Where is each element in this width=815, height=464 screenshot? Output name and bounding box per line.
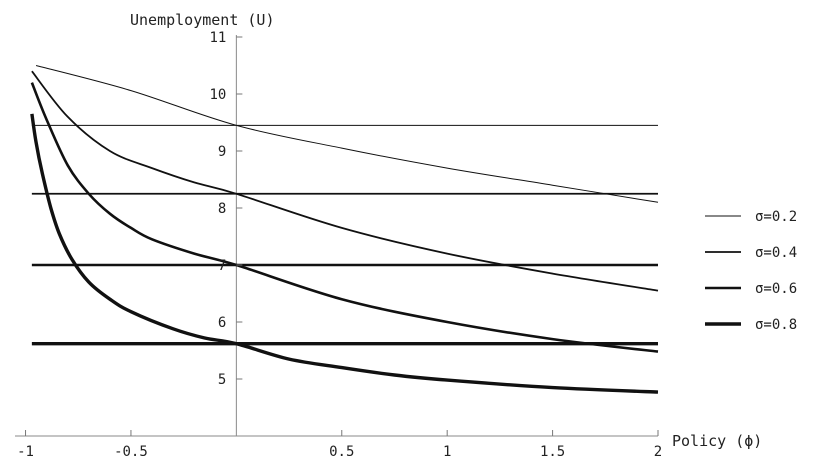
x-axis-title: Policy (ϕ)	[672, 432, 762, 450]
x-tick-label: -0.5	[114, 444, 148, 460]
level-lines	[31, 124, 658, 346]
x-tick-label: 1	[443, 444, 451, 460]
y-tick-label: 6	[218, 315, 226, 331]
y-tick-label: 9	[218, 144, 226, 160]
series-curve-3	[30, 82, 659, 353]
legend-label-1: σ=0.2	[755, 209, 797, 225]
axes	[15, 35, 658, 437]
y-tick-label: 8	[218, 201, 226, 217]
y-axis-title: Unemployment (U)	[130, 11, 275, 29]
series-curve-4	[30, 113, 659, 394]
legend-label-4: σ=0.8	[755, 317, 797, 333]
y-tick-label: 10	[210, 87, 227, 103]
x-tick-label: -1	[17, 444, 34, 460]
y-tick-label: 11	[210, 30, 227, 46]
legend-label-3: σ=0.6	[755, 281, 797, 297]
y-tick-label: 7	[218, 258, 226, 274]
x-tick-label: 2	[654, 444, 662, 460]
series-curves	[30, 65, 659, 394]
series-curve-1	[35, 65, 659, 203]
legend-label-2: σ=0.4	[755, 245, 797, 261]
tick-marks: -1 -0.5 0.5 1 1.5 2 5 6 7 8 9 10 11	[17, 30, 662, 460]
series-curve-2	[31, 70, 659, 292]
legend: σ=0.2 σ=0.4 σ=0.6 σ=0.8	[705, 209, 797, 333]
y-tick-label: 5	[218, 372, 226, 388]
x-tick-label: 0.5	[329, 444, 354, 460]
x-tick-label: 1.5	[540, 444, 565, 460]
